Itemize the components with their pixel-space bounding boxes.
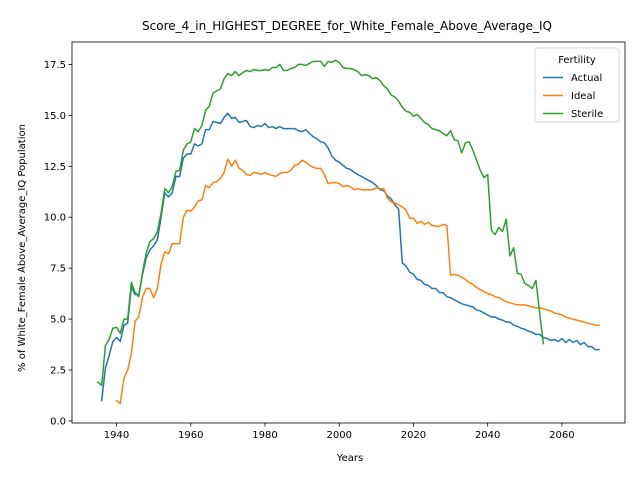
x-tick-label: 1940	[104, 430, 129, 441]
legend-label-sterile: Sterile	[571, 109, 603, 120]
axes-frame	[71, 41, 626, 424]
series-line-ideal	[115, 158, 600, 405]
y-tick-label: 5.0	[50, 315, 66, 326]
plot-area	[72, 42, 625, 423]
series-line-sterile	[96, 59, 545, 387]
x-tick-label: 2040	[475, 430, 500, 441]
y-tick-label: 17.5	[44, 60, 66, 71]
x-axis-label: Years	[336, 453, 363, 464]
y-tick-label: 15.0	[44, 111, 66, 122]
series-lines	[96, 59, 600, 405]
y-axis-ticks: 0.0 2.5 5.0 7.5 10.0 12.5 15.0 17.5	[44, 60, 72, 427]
legend-label-ideal: Ideal	[571, 91, 595, 102]
series-line-actual	[100, 112, 600, 402]
y-tick-label: 10.0	[44, 213, 66, 224]
legend: Fertility Actual Ideal Sterile	[534, 47, 620, 123]
plot-background	[72, 42, 625, 423]
x-axis-ticks: 1940 1960 1980 2000 2020 2040 2060	[104, 423, 575, 441]
x-tick-label: 2060	[549, 430, 574, 441]
x-tick-label: 2020	[401, 430, 426, 441]
chart-title: Score_4_in_HIGHEST_DEGREE_for_White_Fema…	[142, 19, 552, 33]
legend-title: Fertility	[558, 55, 596, 66]
y-tick-label: 12.5	[44, 162, 66, 173]
legend-label-actual: Actual	[571, 73, 602, 84]
y-tick-label: 0.0	[50, 416, 66, 427]
x-tick-label: 2000	[326, 430, 351, 441]
legend-box	[534, 47, 620, 123]
y-axis-label: % of White_Female Above_Average_IQ Popul…	[17, 124, 28, 372]
x-tick-label: 1980	[252, 430, 277, 441]
x-tick-label: 1960	[178, 430, 203, 441]
y-tick-label: 7.5	[50, 264, 66, 275]
y-tick-label: 2.5	[50, 366, 66, 377]
